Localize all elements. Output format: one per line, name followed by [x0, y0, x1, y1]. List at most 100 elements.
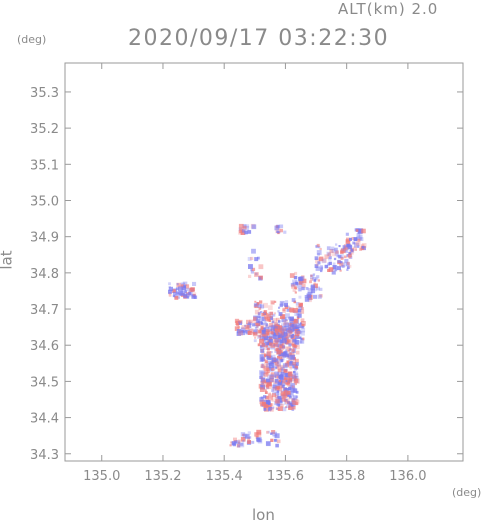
data-cell: [270, 438, 274, 442]
data-cell: [295, 350, 300, 355]
data-cell: [265, 312, 268, 316]
data-cell: [236, 323, 240, 326]
data-cell: [274, 362, 279, 366]
data-cell: [279, 357, 283, 361]
data-cell: [327, 263, 330, 267]
data-cell: [299, 322, 302, 325]
data-cell: [284, 377, 287, 380]
data-cell: [251, 248, 256, 254]
data-cell: [315, 263, 319, 266]
data-cell: [339, 262, 344, 267]
data-cell: [275, 398, 280, 404]
data-cell: [287, 355, 291, 359]
data-cell: [269, 377, 274, 383]
data-cell: [300, 338, 303, 341]
data-cell: [174, 295, 179, 300]
data-cell: [297, 309, 302, 313]
data-cell: [291, 284, 296, 289]
data-cell: [287, 349, 290, 353]
data-cell: [284, 389, 288, 394]
y-tick-label: 34.5: [30, 375, 59, 390]
data-cell: [270, 325, 276, 331]
data-cell: [284, 305, 289, 310]
data-cell: [278, 231, 281, 234]
data-cell: [344, 255, 347, 259]
data-cell: [253, 316, 258, 321]
data-cell: [277, 362, 281, 367]
data-cell: [285, 368, 288, 371]
data-cell: [260, 334, 263, 338]
data-cell: [253, 339, 257, 343]
data-cell: [304, 297, 310, 302]
data-cell: [276, 407, 279, 410]
data-cell: [266, 430, 269, 434]
data-cell: [280, 381, 286, 386]
data-cell: [268, 392, 271, 396]
data-cell: [292, 363, 297, 369]
data-cell: [257, 256, 260, 260]
data-cell: [298, 288, 302, 292]
data-cell: [263, 365, 269, 371]
data-cell: [294, 286, 297, 290]
data-cell: [332, 265, 337, 270]
data-cell: [277, 368, 282, 373]
data-cell: [335, 243, 338, 246]
data-cell: [240, 442, 244, 446]
data-cell: [286, 346, 291, 351]
data-cell: [338, 245, 341, 248]
y-tick-label: 35.3: [30, 86, 59, 101]
data-cell: [285, 399, 290, 404]
y-tick-label: 34.9: [30, 231, 59, 246]
data-cell: [267, 347, 270, 351]
data-cell: [274, 338, 279, 343]
x-tick-label: 135.4: [206, 469, 243, 484]
data-cell: [281, 326, 287, 331]
data-cell: [258, 264, 264, 270]
data-cell: [293, 300, 297, 304]
data-cell: [281, 314, 286, 318]
data-cell: [293, 346, 297, 350]
data-cell: [244, 324, 246, 327]
data-cell: [256, 322, 260, 326]
data-cell: [295, 375, 299, 380]
data-cell: [168, 293, 172, 297]
data-cell: [291, 408, 295, 411]
data-cell: [245, 434, 250, 439]
data-cell: [251, 224, 257, 230]
data-cell: [275, 406, 279, 410]
data-cell: [329, 249, 334, 253]
data-cell: [361, 243, 367, 248]
data-cell: [278, 406, 283, 411]
data-cell: [244, 226, 250, 231]
data-cell: [245, 330, 250, 335]
data-cell: [285, 313, 290, 319]
data-cell: [260, 364, 265, 368]
data-cell: [351, 237, 355, 241]
data-cell: [247, 257, 252, 261]
data-cell: [331, 248, 336, 253]
data-cell: [175, 292, 178, 296]
data-cell: [262, 327, 265, 330]
data-cell: [346, 261, 350, 265]
data-cell: [314, 277, 318, 281]
data-cell: [261, 313, 265, 317]
data-cell: [253, 329, 258, 334]
data-cell: [230, 441, 233, 444]
data-cell: [294, 271, 298, 275]
data-cell: [294, 334, 300, 340]
x-axis-unit: (deg): [452, 486, 482, 499]
data-cell: [173, 292, 176, 295]
data-cell: [272, 334, 278, 339]
data-cell: [279, 327, 284, 332]
data-cell: [287, 375, 293, 380]
data-cell: [287, 371, 293, 377]
data-cell: [259, 336, 264, 340]
data-cell: [268, 337, 272, 340]
data-cell: [324, 254, 329, 259]
data-cell: [271, 430, 276, 435]
data-cell: [293, 367, 297, 371]
data-cell: [327, 262, 331, 266]
data-cell: [188, 291, 193, 297]
data-cell: [285, 353, 290, 358]
data-cell: [292, 400, 297, 405]
